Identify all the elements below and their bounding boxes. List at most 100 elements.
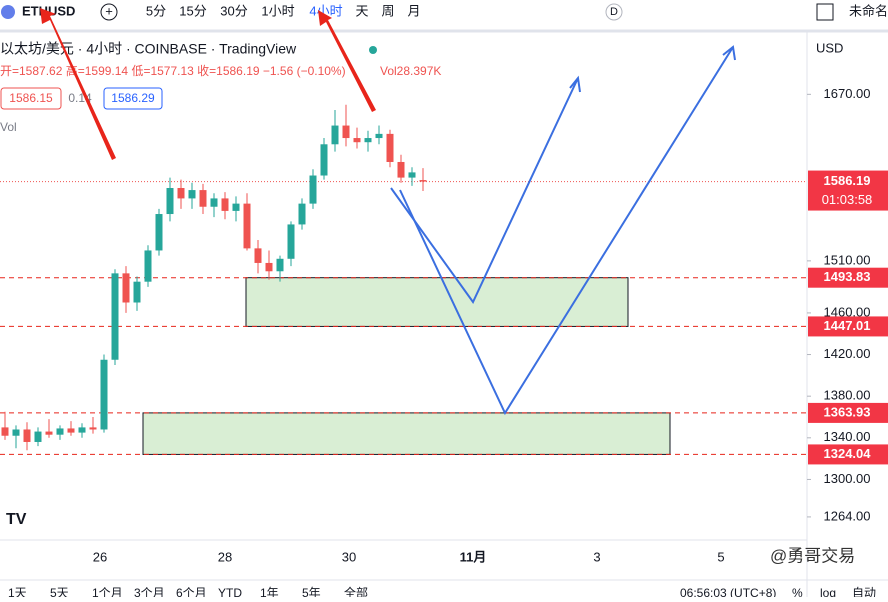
log-toggle[interactable]: log [820, 586, 836, 600]
level-label: 1493.83 [824, 269, 871, 284]
candle-body [331, 125, 339, 145]
layout-checkbox[interactable] [816, 3, 834, 21]
legend-title: 以太坊/美元 · 4小时 · COINBASE · TradingView [0, 41, 297, 57]
candle-body [287, 224, 295, 259]
candle-body [67, 428, 75, 433]
candle-body [23, 429, 31, 442]
candle-body [276, 258, 284, 272]
price-tick-label: 1300.00 [824, 471, 871, 486]
zone [142, 412, 671, 455]
candle-body [144, 250, 152, 282]
candle-body [254, 248, 262, 263]
candle-body [408, 172, 416, 178]
range-button[interactable]: 6个月 [176, 586, 207, 600]
candle-body [188, 190, 196, 199]
price-tick-label: 1420.00 [824, 346, 871, 361]
candle-body [397, 161, 405, 178]
d-ring [605, 3, 623, 21]
market-dot [369, 46, 377, 54]
auto-toggle[interactable]: 自动 [852, 586, 876, 600]
drawn-path-1 [390, 77, 579, 304]
level-tag [808, 444, 888, 465]
range-button[interactable]: 全部 [344, 585, 368, 600]
candle-body [100, 359, 108, 430]
range-button[interactable]: YTD [218, 586, 242, 600]
candle-body [364, 138, 372, 143]
price-tick-label: 1340.00 [824, 429, 871, 444]
interval[interactable]: 4小时 [309, 3, 342, 18]
interval[interactable]: 30分 [220, 3, 247, 18]
time-label: 30 [342, 549, 356, 564]
interval[interactable]: 5分 [146, 3, 166, 18]
range-button[interactable]: 3个月 [134, 586, 165, 600]
candle-body [353, 138, 361, 143]
candle-body [386, 133, 394, 162]
candle-body [78, 427, 86, 433]
interval[interactable]: 周 [381, 3, 394, 18]
candle-body [243, 203, 251, 249]
add-icon: + [105, 3, 113, 18]
ask-box[interactable] [103, 87, 163, 110]
level-label: 1363.93 [824, 404, 871, 419]
candle-body [342, 125, 350, 139]
last-price-tag [808, 170, 888, 211]
price-tick-label: 1670.00 [824, 86, 871, 101]
tv-logo: TV [6, 511, 27, 528]
red-arrow-1 [40, 8, 116, 160]
layout-name[interactable]: 未命名 [849, 3, 888, 18]
interval[interactable]: 1小时 [261, 3, 294, 18]
d-button[interactable]: D [610, 6, 618, 18]
pct-toggle[interactable]: % [792, 586, 803, 600]
clock: 06:56:03 (UTC+8) [680, 586, 776, 597]
candle-body [320, 144, 328, 176]
time-label: 28 [218, 549, 232, 564]
interval[interactable]: 15分 [179, 3, 206, 18]
candle-body [166, 188, 174, 215]
candle-body [298, 203, 306, 225]
level-tag [808, 267, 888, 288]
candle-body [111, 273, 119, 360]
watermark: @勇哥交易 [770, 546, 855, 565]
price-tick-label: 1380.00 [824, 388, 871, 403]
candle-body [133, 281, 141, 303]
candle-body [199, 190, 207, 207]
arrowhead-1 [569, 75, 581, 93]
price-tick-label: 1264.00 [824, 508, 871, 523]
vol-label: Vol [0, 120, 17, 134]
zone [245, 277, 629, 327]
red-arrow-2 [318, 10, 376, 112]
drawn-path-2 [399, 46, 734, 416]
legend-ohlc: 开=1587.62 高=1599.14 低=1577.13 收=1586.19 … [0, 63, 346, 78]
time-label: 3 [593, 549, 600, 564]
candle-body [210, 198, 218, 207]
bid-box[interactable] [0, 87, 62, 110]
range-button[interactable]: 5天 [50, 586, 69, 600]
candle-body [1, 427, 9, 436]
range-button[interactable]: 1天 [8, 586, 27, 600]
symbol[interactable]: ETHUSD [22, 3, 75, 18]
candle-body [232, 203, 240, 211]
candle-body [12, 429, 20, 436]
add-symbol[interactable] [100, 3, 118, 21]
interval[interactable]: 天 [355, 3, 368, 18]
level-tag [808, 402, 888, 423]
candle-body [45, 431, 53, 435]
price-tick-label: 1510.00 [824, 252, 871, 267]
interval[interactable]: 月 [407, 3, 420, 18]
candle-body [122, 273, 130, 303]
candle-body [155, 214, 163, 251]
time-label: 5 [717, 549, 724, 564]
candle-body [89, 427, 97, 430]
range-button[interactable]: 1年 [260, 586, 279, 600]
currency[interactable]: USD [816, 40, 843, 55]
candle-body [56, 428, 64, 435]
range-button[interactable]: 1个月 [92, 586, 123, 600]
range-button[interactable]: 5年 [302, 586, 321, 600]
candle-body [34, 431, 42, 442]
time-label: 11月 [460, 549, 487, 564]
candle-body [375, 133, 383, 139]
legend-vol: Vol28.397K [380, 64, 441, 78]
arrowhead-2 [722, 45, 736, 61]
level-tag [808, 316, 888, 337]
